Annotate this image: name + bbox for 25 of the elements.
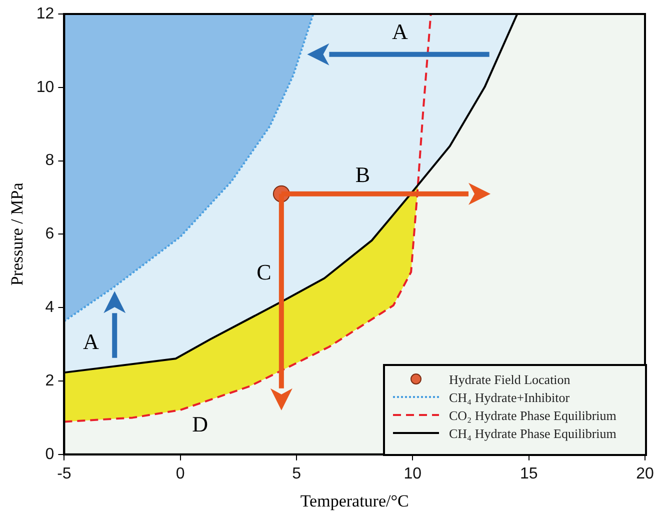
annotation: D (192, 412, 208, 437)
y-tick-label: 2 (45, 372, 54, 390)
y-tick-label: 12 (36, 5, 54, 22)
x-tick-label: 5 (292, 465, 302, 482)
y-tick-label: 0 (45, 446, 54, 463)
x-tick-label: 15 (520, 465, 538, 482)
x-tick-label: 0 (176, 465, 185, 482)
y-tick-label: 6 (45, 226, 54, 243)
annotation: A (392, 19, 408, 44)
legend-label: CH₄ Hydrate Phase Equilibrium (449, 424, 616, 442)
y-axis-title: Pressure / MPa (8, 182, 27, 286)
legend-label: CH₄ Hydrate+Inhibitor (449, 388, 570, 406)
y-tick-label: 4 (45, 299, 54, 316)
line-series (64, 14, 314, 322)
x-tick-label: -5 (57, 465, 72, 482)
legend-label: Hydrate Field Location (449, 370, 570, 388)
x-axis-title: Temperature/°C (300, 491, 409, 510)
x-tick-label: 20 (636, 465, 654, 482)
x-tick-label: 10 (404, 465, 422, 482)
legend-label: CO₂ Hydrate Phase Equilibrium (449, 406, 616, 424)
annotation: A (82, 329, 99, 354)
annotation: B (355, 162, 370, 187)
y-tick-label: 8 (45, 152, 54, 170)
y-tick-label: 10 (36, 78, 54, 96)
annotation: C (256, 260, 272, 285)
